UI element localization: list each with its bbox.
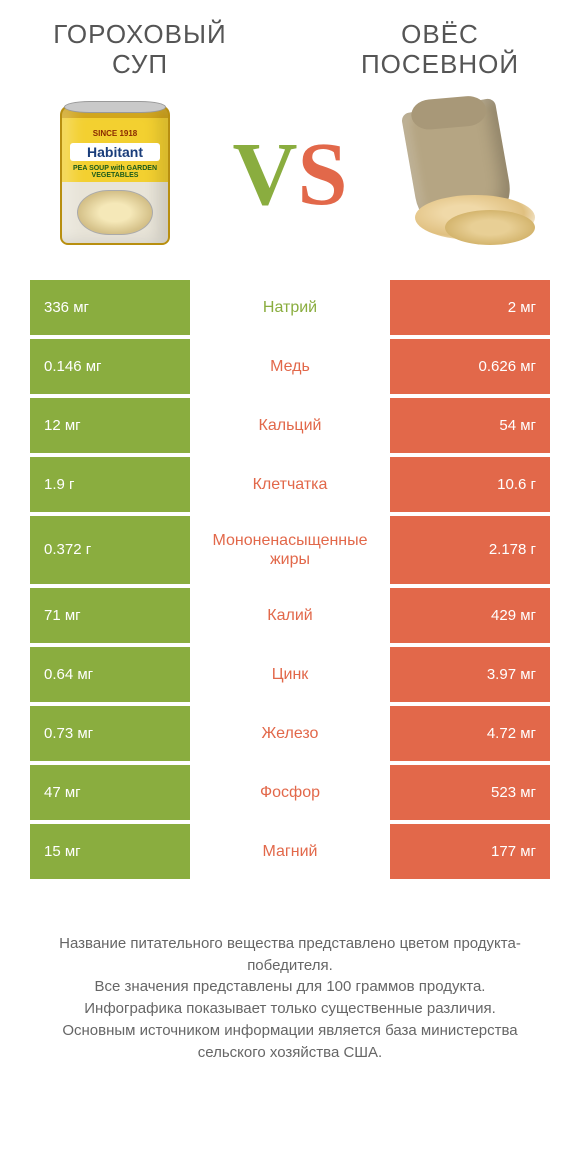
nutrient-name: Кальций	[190, 398, 390, 453]
left-value: 0.146 мг	[30, 339, 190, 394]
right-product-title: ОВЁС ПОСЕВНОЙ	[330, 20, 550, 80]
right-value: 2.178 г	[390, 516, 550, 584]
nutrient-name: Натрий	[190, 280, 390, 335]
right-value: 10.6 г	[390, 457, 550, 512]
footer-notes: Название питательного вещества представл…	[0, 883, 580, 1084]
can-tag: SINCE 1918	[62, 129, 168, 138]
table-row: 12 мгКальций54 мг	[30, 398, 550, 453]
right-value: 54 мг	[390, 398, 550, 453]
nutrient-name: Мононенасыщенные жиры	[190, 516, 390, 584]
left-value: 71 мг	[30, 588, 190, 643]
left-product-title: ГОРОХОВЫЙ СУП	[30, 20, 250, 80]
can-brand: Habitant	[70, 143, 160, 161]
nutrient-name: Медь	[190, 339, 390, 394]
table-row: 0.146 мгМедь0.626 мг	[30, 339, 550, 394]
left-value: 1.9 г	[30, 457, 190, 512]
left-value: 47 мг	[30, 765, 190, 820]
table-row: 71 мгКалий429 мг	[30, 588, 550, 643]
vs-label: VS	[232, 123, 347, 226]
left-value: 0.73 мг	[30, 706, 190, 761]
infographic-container: ГОРОХОВЫЙ СУП ОВЁС ПОСЕВНОЙ SINCE 1918 H…	[0, 0, 580, 1174]
right-value: 3.97 мг	[390, 647, 550, 702]
oats-sack-icon	[390, 105, 540, 245]
right-value: 429 мг	[390, 588, 550, 643]
table-row: 0.372 гМононенасыщенные жиры2.178 г	[30, 516, 550, 584]
nutrient-name: Клетчатка	[190, 457, 390, 512]
left-value: 336 мг	[30, 280, 190, 335]
right-value: 0.626 мг	[390, 339, 550, 394]
left-product-image: SINCE 1918 Habitant PEA SOUP with GARDEN…	[40, 100, 190, 250]
nutrient-name: Фосфор	[190, 765, 390, 820]
right-value: 523 мг	[390, 765, 550, 820]
can-bowl-icon	[77, 190, 153, 235]
table-row: 0.73 мгЖелезо4.72 мг	[30, 706, 550, 761]
comparison-table: 336 мгНатрий2 мг0.146 мгМедь0.626 мг12 м…	[0, 280, 580, 879]
footer-line-3: Инфографика показывает только существенн…	[30, 998, 550, 1020]
nutrient-name: Калий	[190, 588, 390, 643]
left-value: 0.64 мг	[30, 647, 190, 702]
nutrient-name: Магний	[190, 824, 390, 879]
right-value: 2 мг	[390, 280, 550, 335]
left-value: 12 мг	[30, 398, 190, 453]
table-row: 15 мгМагний177 мг	[30, 824, 550, 879]
left-value: 15 мг	[30, 824, 190, 879]
table-row: 47 мгФосфор523 мг	[30, 765, 550, 820]
table-row: 0.64 мгЦинк3.97 мг	[30, 647, 550, 702]
footer-line-2: Все значения представлены для 100 граммо…	[30, 976, 550, 998]
table-row: 336 мгНатрий2 мг	[30, 280, 550, 335]
images-row: SINCE 1918 Habitant PEA SOUP with GARDEN…	[0, 90, 580, 280]
right-value: 4.72 мг	[390, 706, 550, 761]
can-sub: PEA SOUP with GARDEN VEGETABLES	[62, 165, 168, 180]
table-row: 1.9 гКлетчатка10.6 г	[30, 457, 550, 512]
right-product-image	[390, 100, 540, 250]
vs-s: S	[297, 123, 347, 226]
nutrient-name: Цинк	[190, 647, 390, 702]
right-value: 177 мг	[390, 824, 550, 879]
left-value: 0.372 г	[30, 516, 190, 584]
footer-line-1: Название питательного вещества представл…	[30, 933, 550, 977]
pea-soup-can-icon: SINCE 1918 Habitant PEA SOUP with GARDEN…	[60, 105, 170, 245]
vs-v: V	[232, 123, 297, 226]
footer-line-4: Основным источником информации является …	[30, 1020, 550, 1064]
nutrient-name: Железо	[190, 706, 390, 761]
header-titles: ГОРОХОВЫЙ СУП ОВЁС ПОСЕВНОЙ	[0, 0, 580, 90]
